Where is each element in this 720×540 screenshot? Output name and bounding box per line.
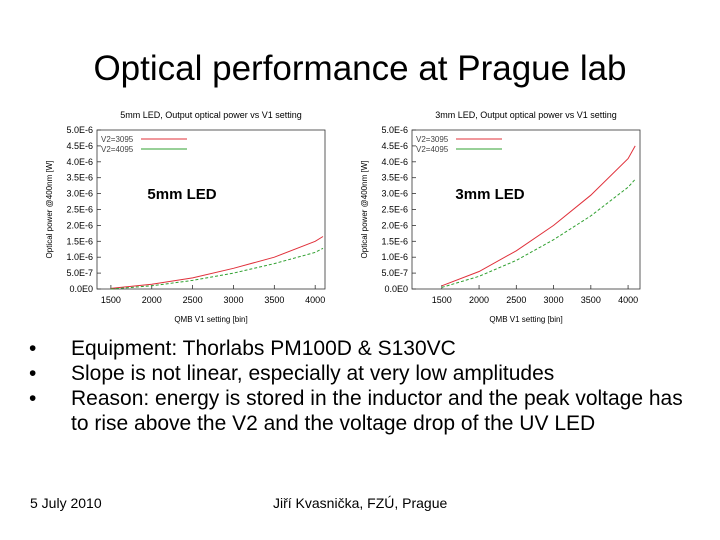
- legend-label: V2=4095: [416, 145, 449, 154]
- y-tick-label: 0.0E0: [69, 284, 93, 294]
- y-tick-label: 5.0E-6: [66, 125, 93, 135]
- x-axis-label: QMB V1 setting [bin]: [489, 315, 562, 324]
- y-tick-label: 3.0E-6: [66, 189, 93, 199]
- y-tick-label: 2.5E-6: [66, 205, 93, 215]
- y-tick-label: 2.0E-6: [66, 220, 93, 230]
- y-tick-label: 4.5E-6: [381, 141, 408, 151]
- footer-author: Jiří Kvasnička, FZÚ, Prague: [273, 495, 448, 511]
- y-tick-label: 3.5E-6: [381, 173, 408, 183]
- series-line: [110, 236, 324, 289]
- y-tick-label: 4.0E-6: [381, 157, 408, 167]
- legend-label: V2=3095: [101, 135, 134, 144]
- y-tick-label: 3.5E-6: [66, 173, 93, 183]
- y-tick-label: 1.5E-6: [381, 236, 408, 246]
- x-tick-label: 1500: [101, 295, 121, 305]
- series-line: [441, 145, 636, 287]
- y-tick-label: 5.0E-7: [381, 268, 408, 278]
- y-tick-label: 3.0E-6: [381, 189, 408, 199]
- chart-title: 5mm LED, Output optical power vs V1 sett…: [120, 110, 302, 120]
- bullet: Reason: energy is stored in the inductor…: [26, 386, 686, 436]
- x-tick-label: 1500: [432, 295, 452, 305]
- y-tick-label: 2.5E-6: [381, 205, 408, 215]
- y-tick-label: 2.0E-6: [381, 220, 408, 230]
- legend-label: V2=3095: [416, 135, 449, 144]
- y-axis-label: Optical power @400nm [W]: [360, 161, 369, 259]
- y-tick-label: 1.0E-6: [66, 252, 93, 262]
- x-tick-label: 3000: [223, 295, 243, 305]
- bullet: Equipment: Thorlabs PM100D & S130VC: [26, 336, 686, 361]
- y-tick-label: 4.0E-6: [66, 157, 93, 167]
- x-axis-label: QMB V1 setting [bin]: [174, 315, 247, 324]
- y-tick-label: 5.0E-7: [66, 268, 93, 278]
- slide-title: Optical performance at Prague lab: [93, 49, 626, 88]
- chart-annotation: 5mm LED: [147, 186, 216, 203]
- footer-date: 5 July 2010: [30, 495, 102, 511]
- x-tick-label: 4000: [618, 295, 638, 305]
- bullet: Slope is not linear, especially at very …: [26, 361, 686, 386]
- x-tick-label: 3500: [264, 295, 284, 305]
- x-tick-label: 2000: [142, 295, 162, 305]
- x-tick-label: 3500: [581, 295, 601, 305]
- y-tick-label: 1.0E-6: [381, 252, 408, 262]
- chart-title: 3mm LED, Output optical power vs V1 sett…: [435, 110, 617, 120]
- x-tick-label: 2500: [506, 295, 526, 305]
- series-line: [441, 178, 636, 288]
- y-tick-label: 4.5E-6: [66, 141, 93, 151]
- x-tick-label: 3000: [544, 295, 564, 305]
- legend-label: V2=4095: [101, 145, 134, 154]
- y-axis-label: Optical power @400nm [W]: [45, 161, 54, 259]
- x-tick-label: 4000: [305, 295, 325, 305]
- series-line: [110, 247, 324, 290]
- y-tick-label: 1.5E-6: [66, 236, 93, 246]
- bullet-list: Equipment: Thorlabs PM100D & S130VC Slop…: [26, 336, 686, 436]
- x-tick-label: 2000: [469, 295, 489, 305]
- y-tick-label: 5.0E-6: [381, 125, 408, 135]
- y-tick-label: 0.0E0: [384, 284, 408, 294]
- x-tick-label: 2500: [183, 295, 203, 305]
- chart-annotation: 3mm LED: [455, 186, 524, 203]
